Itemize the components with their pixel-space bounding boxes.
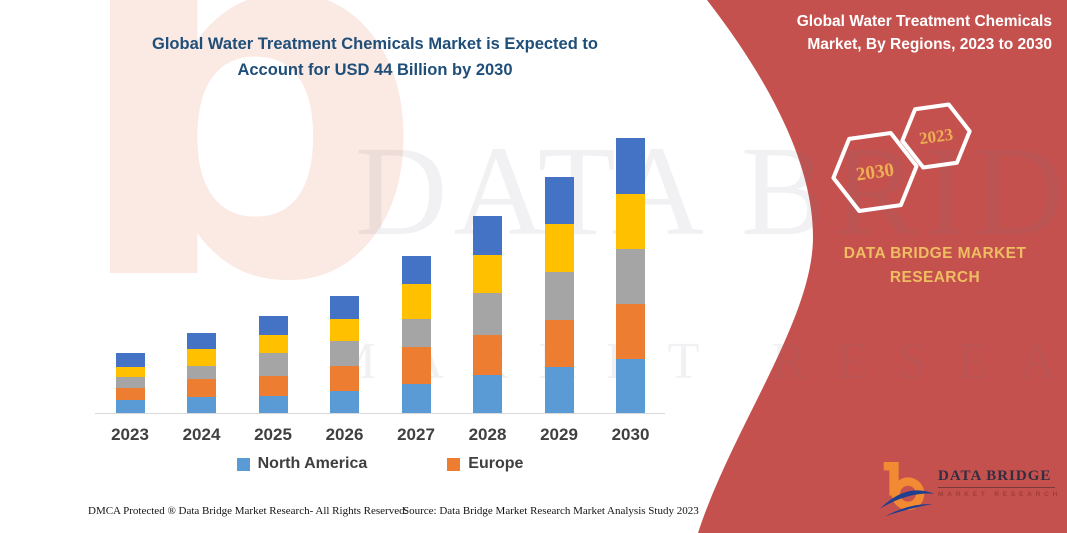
right-panel-title-line1: Global Water Treatment Chemicals xyxy=(796,13,1052,30)
brand-text-line2: RESEARCH xyxy=(889,269,981,287)
hexagon-2030-label: 2030 xyxy=(855,159,896,185)
legend-swatch xyxy=(447,457,461,471)
bar-2026-segment-series4 xyxy=(330,319,359,342)
bar-2024-segment-series5 xyxy=(187,333,216,350)
bar-2026 xyxy=(330,296,359,413)
bar-2026-segment-Europe xyxy=(330,366,359,392)
bar-2024-segment-Europe xyxy=(187,378,216,397)
hexagon-2023-label: 2023 xyxy=(918,125,954,149)
bar-2027-segment-North America xyxy=(401,384,431,413)
bar-2023-segment-series4 xyxy=(115,366,145,377)
legend-swatch xyxy=(236,457,250,471)
hexagon-2023: 2023 xyxy=(900,102,972,170)
bar-2028 xyxy=(473,216,502,413)
x-axis-label-2024: 2024 xyxy=(182,425,221,444)
x-axis-label-2028: 2028 xyxy=(468,425,507,444)
chart-legend: North America Europe xyxy=(95,455,665,473)
bar-2030-segment-series4 xyxy=(616,194,645,250)
bar-2025-segment-North America xyxy=(258,396,288,413)
bar-2024-segment-North America xyxy=(187,396,216,413)
bar-2026-segment-series3 xyxy=(330,341,359,367)
bar-2030-segment-series5 xyxy=(616,138,645,195)
hexagon-2023-outline xyxy=(900,102,972,170)
logo-b-icon xyxy=(880,462,935,517)
red-panel-shape xyxy=(698,0,1067,533)
legend-label: Europe xyxy=(468,455,524,472)
brand-text-line1: DATA BRIDGE MARKET xyxy=(843,245,1027,262)
bar-2025-segment-series5 xyxy=(258,316,288,335)
x-axis-label-2029: 2029 xyxy=(540,425,578,444)
bar-2023-segment-series3 xyxy=(115,376,145,388)
chart-title-line1: Global Water Treatment Chemicals Market … xyxy=(152,35,598,53)
x-axis-label-2030: 2030 xyxy=(611,425,650,444)
bar-2029-segment-series5 xyxy=(544,176,574,224)
legend-item-north-america: North America xyxy=(236,455,368,473)
bar-2028-segment-series4 xyxy=(473,254,502,293)
hexagon-badges: 2030 2023 xyxy=(831,102,972,213)
x-axis-label-2023: 2023 xyxy=(111,425,149,444)
legend-label: North America xyxy=(257,455,368,472)
bar-2029-segment-North America xyxy=(544,366,574,413)
x-axis-label-2027: 2027 xyxy=(397,425,435,444)
x-axis-line xyxy=(95,413,665,414)
legend-item-europe: Europe xyxy=(447,455,523,473)
hexagon-2030-outline xyxy=(831,131,919,213)
bar-2026-segment-North America xyxy=(330,391,359,413)
bar-2024 xyxy=(187,333,216,413)
footer-dmca-text: DMCA Protected ® Data Bridge Market Rese… xyxy=(88,505,408,517)
hexagon-2030: 2030 xyxy=(831,131,919,213)
bar-2030-segment-Europe xyxy=(616,304,645,360)
bar-2029-segment-series3 xyxy=(544,271,574,320)
bar-2028-segment-series5 xyxy=(473,216,502,255)
watermark-b-letter: b xyxy=(68,0,426,391)
bar-2029-segment-Europe xyxy=(544,319,574,367)
bar-2027-segment-series3 xyxy=(401,319,431,348)
bar-2029-segment-series4 xyxy=(544,223,574,272)
bar-2025-segment-series4 xyxy=(258,334,288,353)
data-bridge-logo: DATA BRIDGE MARKET RESEARCH xyxy=(880,458,1062,524)
bar-2025 xyxy=(258,316,288,413)
bar-2025-segment-Europe xyxy=(258,376,288,397)
bar-2024-segment-series4 xyxy=(187,349,216,366)
logo-subtitle: MARKET RESEARCH xyxy=(938,491,1062,498)
brand-text: DATA BRIDGE MARKET RESEARCH xyxy=(805,242,1065,290)
bar-2023 xyxy=(115,353,145,413)
bar-2030-segment-series3 xyxy=(616,249,645,305)
bar-2023-segment-North America xyxy=(115,399,145,413)
right-panel-title: Global Water Treatment Chemicals Market,… xyxy=(740,10,1060,57)
bar-2027-segment-Europe xyxy=(401,347,431,385)
bar-2027 xyxy=(401,255,431,413)
bar-2023-segment-series5 xyxy=(115,353,145,367)
bar-2024-segment-series3 xyxy=(187,365,216,379)
bar-2027-segment-series5 xyxy=(401,255,431,285)
bar-2023-segment-Europe xyxy=(115,388,145,400)
watermark-market-research: MARKET RESEARCH xyxy=(330,333,1067,390)
bar-2026-segment-series5 xyxy=(330,296,359,320)
bar-2029 xyxy=(544,176,574,413)
bar-2028-segment-North America xyxy=(473,374,502,413)
bar-2030-segment-North America xyxy=(616,359,645,413)
x-axis-label-2025: 2025 xyxy=(254,425,292,444)
logo-title: DATA BRIDGE xyxy=(938,468,1055,488)
bar-2028-segment-Europe xyxy=(473,334,502,375)
footer-source-text: Source: Data Bridge Market Research Mark… xyxy=(403,505,699,517)
chart-title-line2: Account for USD 44 Billion by 2030 xyxy=(237,60,513,79)
bar-2025-segment-series3 xyxy=(258,353,288,377)
bar-2030 xyxy=(616,138,645,413)
right-panel-title-line2: Market, By Regions, 2023 to 2030 xyxy=(807,36,1052,54)
bar-2028-segment-series3 xyxy=(473,293,502,335)
chart-title: Global Water Treatment Chemicals Market … xyxy=(95,32,655,83)
x-axis-label-2026: 2026 xyxy=(325,425,364,444)
bar-2027-segment-series4 xyxy=(401,284,431,320)
